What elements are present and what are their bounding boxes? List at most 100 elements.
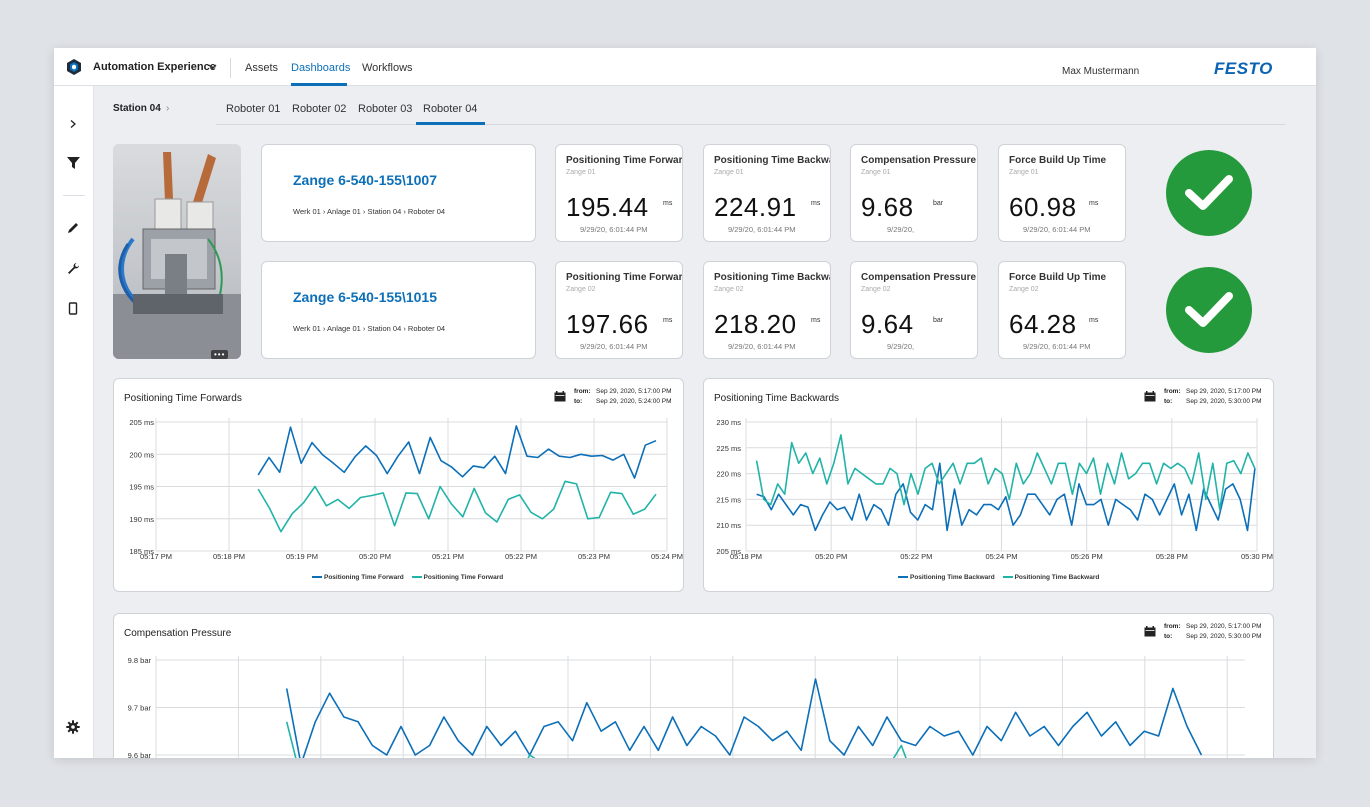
x-tick-label: 05:23 PM: [578, 552, 610, 561]
kpi-title: Positioning Time Backwar: [714, 272, 831, 283]
date-range[interactable]: from: Sep 29, 2020, 5:17:00 PM to: Sep 29,…: [1164, 622, 1262, 642]
kpi-title: Positioning Time Forward: [566, 272, 683, 283]
range-to: Sep 29, 2020, 5:30:00 PM: [1186, 398, 1262, 405]
kpi-unit: ms: [811, 317, 821, 324]
x-tick-label: 05:20 PM: [815, 552, 847, 561]
calendar-icon[interactable]: [1144, 626, 1156, 637]
chevron-down-icon[interactable]: [207, 61, 218, 72]
x-tick-label: 05:19 PM: [286, 552, 318, 561]
app-window: Automation Experience Assets Dashboards …: [54, 48, 1316, 758]
nav-assets[interactable]: Assets: [245, 62, 279, 74]
x-tick-label: 05:30 PM: [1241, 552, 1273, 561]
more-icon[interactable]: •••: [211, 350, 229, 359]
range-to-label: to:: [1164, 633, 1173, 640]
series-line-2: [285, 721, 907, 758]
app-logo-icon[interactable]: [66, 59, 82, 75]
calendar-icon[interactable]: [1144, 391, 1156, 402]
range-from: Sep 29, 2020, 5:17:00 PM: [1186, 388, 1262, 395]
range-from-label: from:: [574, 388, 591, 395]
x-tick-label: 05:20 PM: [359, 552, 391, 561]
sidebar: [54, 86, 94, 758]
pencil-icon[interactable]: [65, 220, 81, 236]
kpi-value: 9.68: [861, 192, 914, 222]
nav-active-indicator: [291, 83, 347, 86]
kpi-card[interactable]: Compensation Pressure Zange 01 9.68 bar …: [850, 144, 978, 242]
kpi-card[interactable]: Positioning Time Forward Zange 01 195.44…: [555, 144, 683, 242]
tab-roboter-02[interactable]: Roboter 02: [292, 103, 347, 115]
y-tick-label: 9.7 bar: [128, 704, 152, 713]
legend-swatch: [312, 576, 322, 579]
kpi-subtitle: Zange 02: [566, 286, 596, 293]
chart-positioning-backwards[interactable]: Positioning Time Backwards from: Sep 29, …: [703, 378, 1274, 592]
chart-compensation-pressure[interactable]: Compensation Pressure from: Sep 29, 2020,…: [113, 613, 1274, 758]
kpi-card[interactable]: Positioning Time Backwar Zange 02 218.20…: [703, 261, 831, 359]
chart-title: Positioning Time Forwards: [124, 393, 242, 404]
breadcrumb[interactable]: Station 04: [113, 103, 161, 114]
gripper-title: Zange 6-540-155\1015: [293, 289, 437, 305]
x-tick-label: 05:22 PM: [505, 552, 537, 561]
gripper-card-1[interactable]: Zange 6-540-155\1007 Werk 01 › Anlage 01…: [261, 144, 536, 242]
range-to: Sep 29, 2020, 5:24:00 PM: [596, 398, 672, 405]
range-from-label: from:: [1164, 388, 1181, 395]
filter-icon[interactable]: [65, 155, 81, 171]
x-tick-label: 05:18 PM: [730, 552, 762, 561]
kpi-timestamp: 9/29/20,: [887, 225, 915, 234]
kpi-timestamp: 9/29/20, 6:01:44 PM: [1023, 225, 1091, 234]
date-range[interactable]: from: Sep 29, 2020, 5:17:00 PM to: Sep 29,…: [574, 387, 672, 407]
x-tick-label: 05:21 PM: [432, 552, 464, 561]
status-ok-badge: [1166, 150, 1252, 236]
tab-roboter-01[interactable]: Roboter 01: [226, 103, 281, 115]
legend-swatch: [898, 576, 908, 579]
y-tick-label: 185 ms: [129, 547, 154, 556]
chart-title: Compensation Pressure: [124, 628, 232, 639]
kpi-timestamp: 9/29/20, 6:01:44 PM: [580, 342, 648, 351]
kpi-card[interactable]: Force Build Up Time Zange 01 60.98 ms 9/…: [998, 144, 1126, 242]
y-tick-label: 210 ms: [716, 521, 741, 530]
kpi-unit: ms: [1089, 200, 1099, 207]
gripper-path: Werk 01 › Anlage 01 › Station 04 › Robot…: [293, 207, 446, 216]
app-name[interactable]: Automation Experience: [93, 61, 216, 73]
wrench-icon[interactable]: [65, 260, 81, 276]
tab-roboter-03[interactable]: Roboter 03: [358, 103, 413, 115]
chart-positioning-forwards[interactable]: Positioning Time Forwards from: Sep 29, 2…: [113, 378, 684, 592]
status-ok-badge: [1166, 267, 1252, 353]
calendar-icon[interactable]: [554, 391, 566, 402]
kpi-card[interactable]: Compensation Pressure Zange 02 9.64 bar …: [850, 261, 978, 359]
kpi-value: 197.66: [566, 309, 649, 339]
tabs-baseline: [216, 124, 1285, 125]
divider: [230, 58, 231, 78]
robot-photo[interactable]: [113, 144, 241, 359]
range-to-label: to:: [574, 398, 583, 405]
kpi-value: 64.28: [1009, 309, 1077, 339]
chevron-right-icon[interactable]: [65, 116, 81, 132]
date-range[interactable]: from: Sep 29, 2020, 5:17:00 PM to: Sep 29,…: [1164, 387, 1262, 407]
gear-icon[interactable]: [65, 719, 81, 735]
y-tick-label: 190 ms: [129, 515, 154, 524]
series-line-1: [756, 462, 1256, 532]
tablet-icon[interactable]: [65, 300, 81, 316]
legend-swatch: [1002, 576, 1013, 579]
chart-plot: 185 ms 190 ms 195 ms 200 ms 205 ms 05:17 PM 05…: [129, 418, 683, 561]
nav-dashboards[interactable]: Dashboards: [291, 62, 351, 74]
y-tick-label: 205 ms: [129, 418, 154, 427]
y-tick-label: 200 ms: [129, 450, 154, 459]
kpi-card[interactable]: Positioning Time Backwar Zange 01 224.91…: [703, 144, 831, 242]
series-line-2: [257, 480, 657, 533]
kpi-subtitle: Zange 02: [1009, 286, 1039, 293]
nav-workflows[interactable]: Workflows: [362, 62, 413, 74]
user-name[interactable]: Max Mustermann: [1062, 66, 1140, 77]
kpi-card[interactable]: Force Build Up Time Zange 02 64.28 ms 9/…: [998, 261, 1126, 359]
y-tick-label: 9.8 bar: [128, 656, 152, 665]
gripper-card-2[interactable]: Zange 6-540-155\1015 Werk 01 › Anlage 01…: [261, 261, 536, 359]
sidebar-divider: [63, 195, 85, 196]
tab-roboter-04[interactable]: Roboter 04: [423, 103, 478, 115]
y-tick-label: 220 ms: [716, 470, 741, 479]
kpi-card[interactable]: Positioning Time Forward Zange 02 197.66…: [555, 261, 683, 359]
legend-swatch: [411, 576, 422, 579]
y-tick-label: 215 ms: [716, 495, 741, 504]
kpi-value: 9.64: [861, 309, 914, 339]
kpi-unit: bar: [933, 200, 944, 207]
kpi-title: Force Build Up Time: [1009, 272, 1107, 283]
kpi-value: 60.98: [1009, 192, 1077, 222]
kpi-timestamp: 9/29/20, 6:01:44 PM: [580, 225, 648, 234]
